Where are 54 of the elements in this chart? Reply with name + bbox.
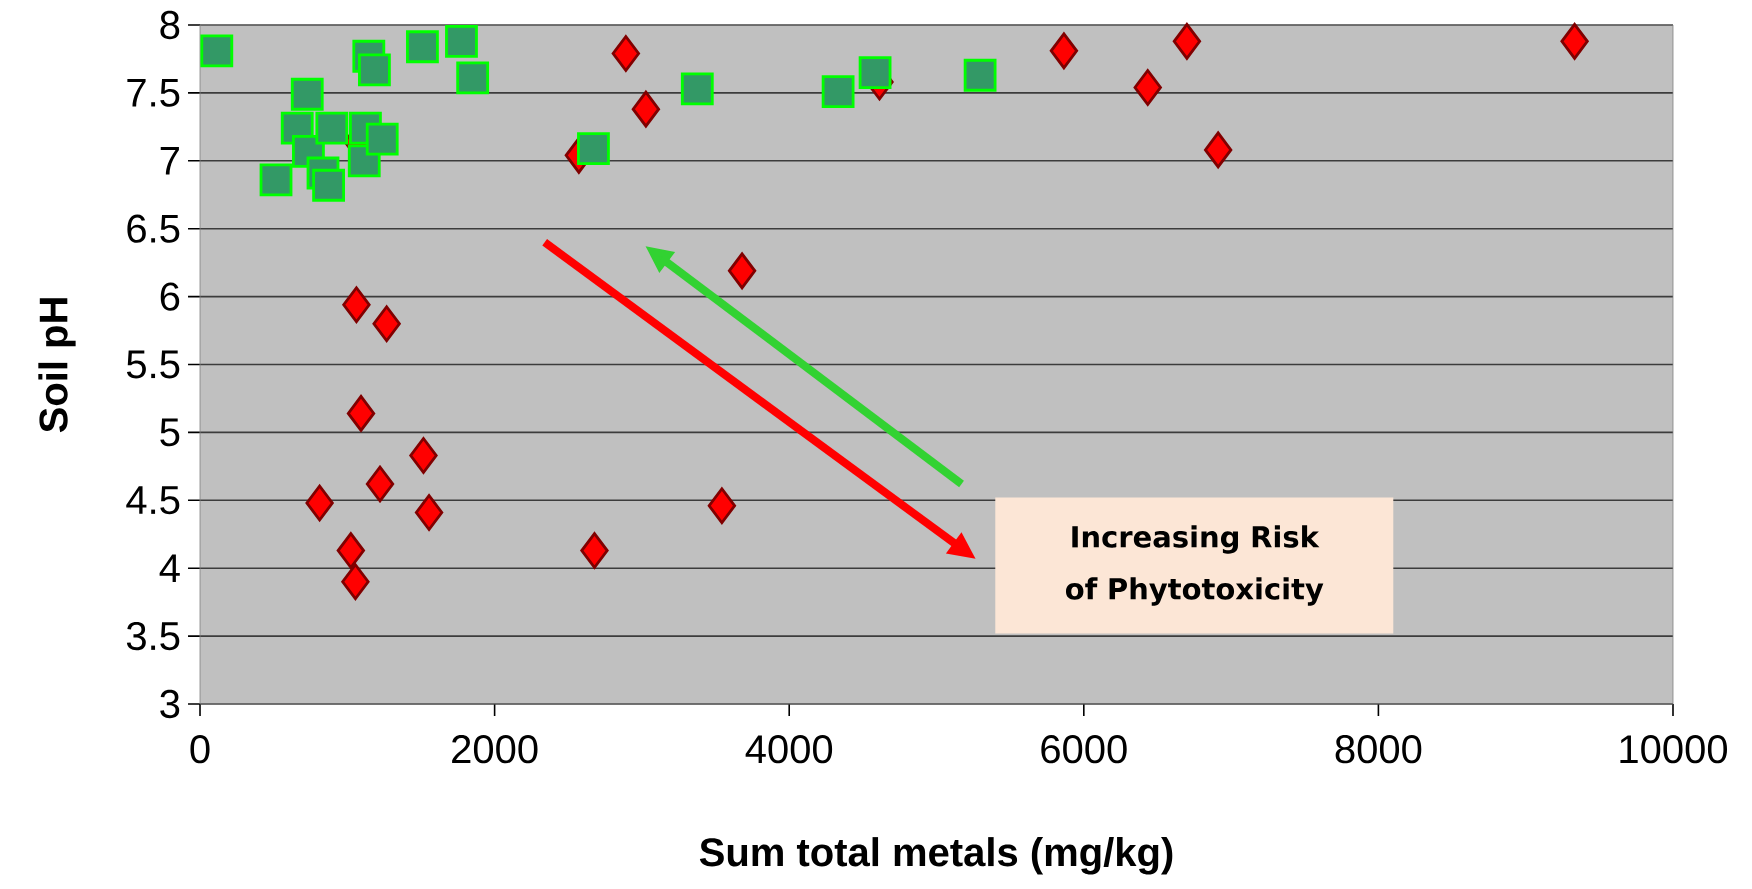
x-tick-label: 6000 [1041,735,1127,764]
y-tick-label: 6.5 [127,214,180,243]
x-tick-label: 4000 [745,735,833,764]
point [315,111,349,145]
point [341,563,370,601]
y-tick-label: 8 [160,10,180,40]
point [290,77,324,111]
point [358,53,391,87]
x-tick-label: 0 [190,735,210,764]
y-tick-label: 7.5 [127,78,180,107]
point [577,132,610,165]
point [1203,131,1233,169]
point [727,252,757,290]
x-tick-label: 2000 [452,735,538,764]
point [200,34,234,68]
point [580,532,609,569]
y-tick-label: 5.5 [126,350,180,379]
point [312,168,345,202]
point [414,494,444,531]
x-tick-label: 10000 [1620,735,1728,764]
x-axis-title: Sum total metals (mg/kg) [699,837,1173,875]
y-tick-label: 4.5 [126,486,180,515]
y-axis-title: Soil pH [38,298,76,433]
y-tick-label: 7 [160,147,179,175]
y-tick-label: 5 [160,418,180,447]
point [409,437,438,474]
x-tick-label: 8000 [1335,735,1422,764]
point [963,58,997,92]
point [821,75,855,108]
point [1133,69,1162,106]
y-tick-label: 4 [159,554,180,582]
point [342,286,371,324]
point [1172,22,1202,60]
point [336,532,365,569]
point [259,163,293,197]
point [365,122,399,156]
point [631,90,661,128]
point [1560,22,1589,60]
point [456,61,490,95]
y-tick-label: 3 [160,689,180,719]
y-tick-label: 3.5 [126,621,180,651]
point [611,35,640,72]
point [680,72,714,106]
point [346,394,376,432]
point [1049,32,1079,70]
point [406,30,439,64]
annotation: Increasing Risk of Phytotoxicity [1065,525,1324,606]
point [372,305,401,343]
point [445,24,478,58]
point [365,465,395,503]
point [305,484,334,522]
y-tick-label: 6 [160,282,180,311]
point [707,487,737,525]
point [858,56,892,89]
